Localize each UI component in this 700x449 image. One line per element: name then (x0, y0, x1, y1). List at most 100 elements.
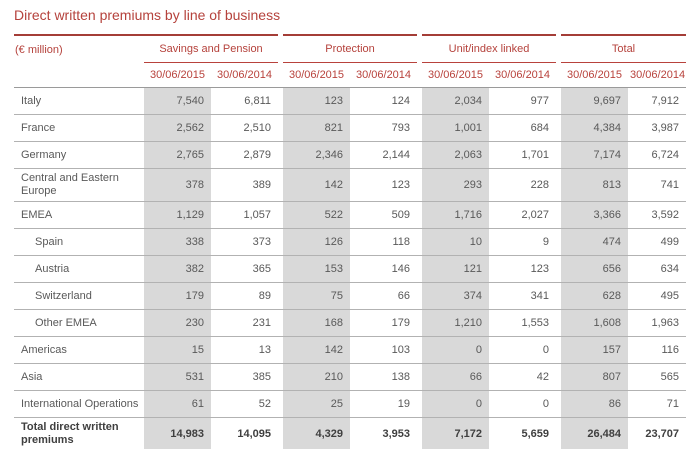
value-cell: 66 (422, 363, 490, 391)
row-label: Americas (14, 336, 144, 364)
value-cell: 2,144 (350, 141, 418, 169)
row-label: Italy (14, 87, 144, 115)
table-row: Austria 382 365 153 146 121 123 656 634 (14, 255, 687, 283)
value-cell: 124 (350, 87, 418, 115)
value-cell: 10 (422, 228, 490, 256)
value-cell: 157 (561, 336, 629, 364)
value-cell: 634 (628, 255, 687, 283)
column-gap (417, 141, 423, 169)
column-gap (278, 228, 284, 256)
value-cell: 374 (422, 282, 490, 310)
value-cell: 385 (211, 363, 279, 391)
group-header-total: Total (561, 34, 687, 63)
value-cell: 71 (628, 390, 687, 418)
table-row: Italy 7,540 6,811 123 124 2,034 977 9,697 7,912 (14, 87, 687, 115)
column-gap (556, 168, 562, 202)
value-cell: 19 (350, 390, 418, 418)
value-cell: 531 (144, 363, 211, 391)
value-cell: 628 (561, 282, 629, 310)
value-cell: 365 (211, 255, 279, 283)
column-gap (556, 141, 562, 169)
group-header-savings-pension: Savings and Pension (144, 34, 279, 63)
column-gap (417, 62, 423, 88)
date-header-savings-2014: 30/06/2014 (211, 62, 279, 88)
table-row: Central and Eastern Europe 378 389 142 123 29… (14, 168, 687, 202)
value-cell: 741 (628, 168, 687, 202)
value-cell: 7,540 (144, 87, 211, 115)
value-cell: 0 (489, 390, 557, 418)
row-label: Switzerland (14, 282, 144, 310)
group-header-row: (€ million) Savings and Pension Protecti… (14, 34, 687, 88)
value-cell: 2,027 (489, 201, 557, 229)
value-cell: 153 (283, 255, 351, 283)
column-gap (556, 363, 562, 391)
value-cell: 793 (350, 114, 418, 142)
table-row: International Operations 61 52 25 19 0 0 86 71 (14, 390, 687, 418)
column-gap (278, 62, 284, 88)
value-cell: 25 (283, 390, 351, 418)
row-label: Other EMEA (14, 309, 144, 337)
value-cell: 2,063 (422, 141, 490, 169)
column-gap (417, 114, 423, 142)
value-cell: 6,811 (211, 87, 279, 115)
column-gap (278, 114, 284, 142)
column-gap (278, 141, 284, 169)
table-row: Total direct written premiums 14,983 14,09… (14, 417, 687, 449)
column-gap (556, 336, 562, 364)
value-cell: 7,172 (422, 417, 490, 449)
value-cell: 230 (144, 309, 211, 337)
row-label: Germany (14, 141, 144, 169)
unit-label: (€ million) (14, 34, 144, 88)
value-cell: 474 (561, 228, 629, 256)
value-cell: 1,963 (628, 309, 687, 337)
value-cell: 2,879 (211, 141, 279, 169)
column-gap (417, 363, 423, 391)
value-cell: 565 (628, 363, 687, 391)
value-cell: 116 (628, 336, 687, 364)
value-cell: 2,034 (422, 87, 490, 115)
value-cell: 3,953 (350, 417, 418, 449)
value-cell: 338 (144, 228, 211, 256)
value-cell: 2,510 (211, 114, 279, 142)
value-cell: 42 (489, 363, 557, 391)
value-cell: 13 (211, 336, 279, 364)
row-label: Total direct written premiums (14, 417, 144, 449)
value-cell: 807 (561, 363, 629, 391)
value-cell: 126 (283, 228, 351, 256)
table-row: EMEA 1,129 1,057 522 509 1,716 2,027 3,366 3,592 (14, 201, 687, 229)
value-cell: 168 (283, 309, 351, 337)
value-cell: 977 (489, 87, 557, 115)
value-cell: 7,912 (628, 87, 687, 115)
value-cell: 179 (144, 282, 211, 310)
value-cell: 228 (489, 168, 557, 202)
value-cell: 2,765 (144, 141, 211, 169)
value-cell: 341 (489, 282, 557, 310)
value-cell: 14,983 (144, 417, 211, 449)
table-row: Germany 2,765 2,879 2,346 2,144 2,063 1,701 7,1… (14, 141, 687, 169)
value-cell: 1,001 (422, 114, 490, 142)
value-cell: 4,384 (561, 114, 629, 142)
column-gap (417, 87, 423, 115)
row-label: France (14, 114, 144, 142)
column-gap (278, 87, 284, 115)
value-cell: 373 (211, 228, 279, 256)
value-cell: 121 (422, 255, 490, 283)
value-cell: 1,701 (489, 141, 557, 169)
value-cell: 1,057 (211, 201, 279, 229)
value-cell: 9,697 (561, 87, 629, 115)
value-cell: 5,659 (489, 417, 557, 449)
value-cell: 3,987 (628, 114, 687, 142)
value-cell: 378 (144, 168, 211, 202)
date-header-unit-linked-2014: 30/06/2014 (489, 62, 557, 88)
value-cell: 813 (561, 168, 629, 202)
value-cell: 1,716 (422, 201, 490, 229)
column-gap (556, 87, 562, 115)
value-cell: 9 (489, 228, 557, 256)
value-cell: 3,366 (561, 201, 629, 229)
value-cell: 0 (422, 336, 490, 364)
value-cell: 142 (283, 168, 351, 202)
column-gap (278, 168, 284, 202)
value-cell: 146 (350, 255, 418, 283)
value-cell: 138 (350, 363, 418, 391)
value-cell: 23,707 (628, 417, 687, 449)
